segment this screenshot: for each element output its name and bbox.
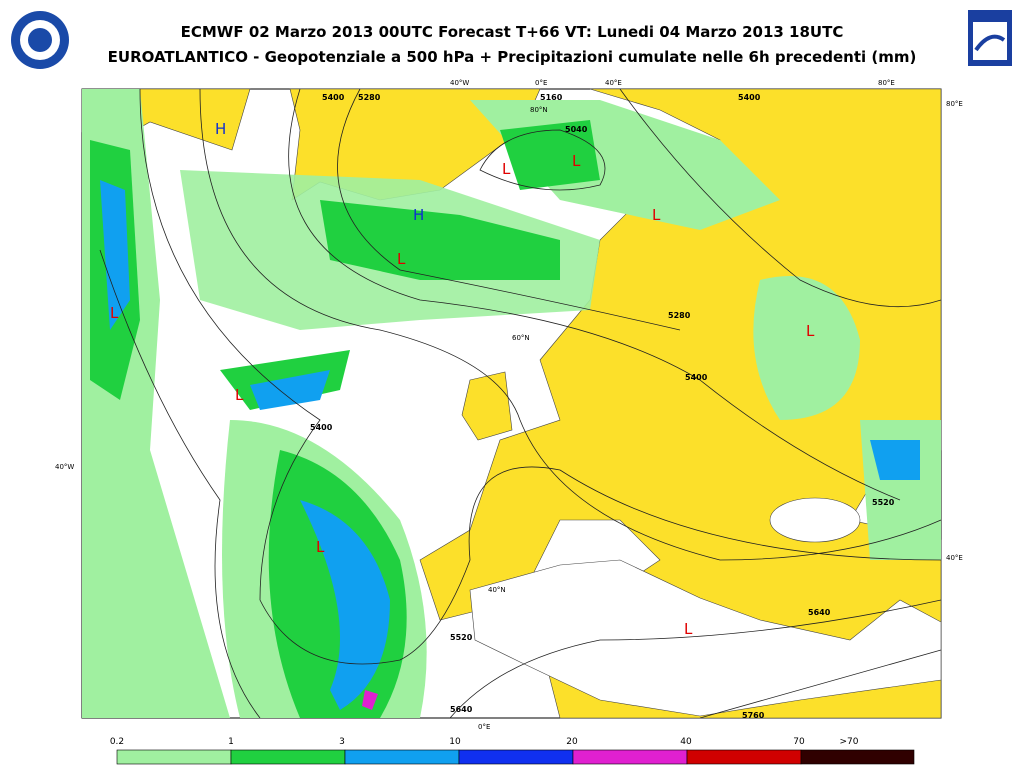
logo-left — [11, 11, 69, 69]
low-center: L — [652, 206, 661, 224]
low-center: L — [316, 538, 325, 556]
legend-label: 40 — [680, 737, 692, 747]
legend-labels: 0.2 1 3 10 20 40 70 >70 — [110, 737, 859, 747]
low-center: L — [397, 250, 406, 268]
map: 40°W 0°E 40°E 80°E 80°E 40°W 40°E 0°E 80… — [55, 79, 963, 731]
low-center: L — [235, 386, 244, 404]
precip-heavy — [100, 180, 920, 710]
grid-label: 40°W — [450, 79, 469, 87]
grid-label: 60°N — [512, 334, 530, 342]
logo-right — [968, 10, 1012, 66]
legend — [116, 749, 915, 765]
grid-label: 40°E — [946, 554, 963, 562]
contour-label: 5640 — [450, 705, 473, 714]
legend-label: 1 — [228, 737, 234, 747]
contour-label: 5400 — [322, 93, 345, 102]
low-center: L — [684, 620, 693, 638]
grid-label: 40°E — [605, 79, 622, 87]
subtitle: EUROATLANTICO - Geopotenziale a 500 hPa … — [108, 48, 917, 66]
legend-label: 20 — [566, 737, 578, 747]
grid-label: 80°E — [946, 100, 963, 108]
contours — [99, 88, 942, 719]
legend-label: 3 — [339, 737, 345, 747]
contour-label: 5400 — [738, 93, 761, 102]
contour-label: 5280 — [668, 311, 691, 320]
title: ECMWF 02 Marzo 2013 00UTC Forecast T+66 … — [181, 23, 844, 41]
contour-label: 5520 — [872, 498, 895, 507]
grid-label: 0°E — [478, 723, 490, 731]
low-center: L — [502, 160, 511, 178]
contour-label: 5400 — [685, 373, 708, 382]
grid-label: 80°N — [530, 106, 548, 114]
grid-labels: 40°W 0°E 40°E 80°E 80°E 40°W 40°E 0°E 80… — [55, 79, 963, 731]
contour-label: 5040 — [565, 125, 588, 134]
high-center: H — [215, 120, 226, 138]
contour-label: 5520 — [450, 633, 473, 642]
contour-label: 5280 — [358, 93, 381, 102]
contour-labels: 5400 5280 5160 5040 5400 5280 5400 5520 … — [310, 93, 895, 720]
low-center: L — [572, 152, 581, 170]
contour-label: 5640 — [808, 608, 831, 617]
contour-label: 5160 — [540, 93, 563, 102]
legend-label: 10 — [449, 737, 461, 747]
low-center: L — [806, 322, 815, 340]
high-center: H — [413, 206, 424, 224]
contour-label: 5400 — [310, 423, 333, 432]
low-center: L — [110, 304, 119, 322]
grid-label: 80°E — [878, 79, 895, 87]
grid-label: 0°E — [535, 79, 547, 87]
contour-label: 5760 — [742, 711, 765, 720]
grid-label: 40°W — [55, 463, 74, 471]
pressure-centers: H L L H L L L L L L L — [110, 120, 815, 638]
legend-label: >70 — [840, 737, 859, 747]
legend-label: 0.2 — [110, 737, 124, 747]
grid-label: 40°N — [488, 586, 506, 594]
legend-label: 70 — [793, 737, 805, 747]
